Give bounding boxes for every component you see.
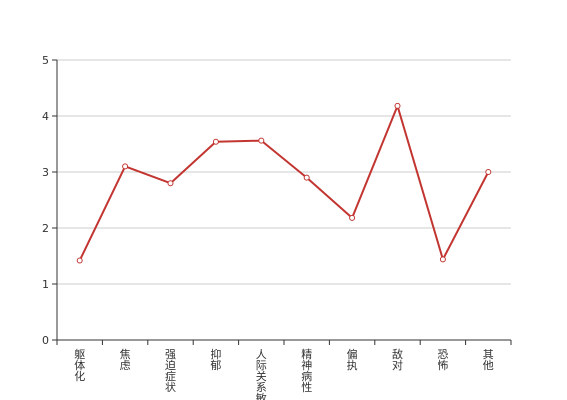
y-axis-tick-labels: 0 1 2 3 4 5 (42, 54, 49, 347)
data-point[interactable] (258, 137, 265, 144)
series-points (76, 102, 492, 264)
data-point[interactable] (76, 257, 83, 264)
y-tick-label: 5 (42, 54, 49, 67)
x-tick-label: 躯体化 (74, 348, 85, 383)
x-tick-label: 抑郁 (210, 347, 221, 372)
grid-lines (57, 59, 511, 285)
y-tick-label: 4 (42, 110, 49, 123)
data-point[interactable] (212, 138, 219, 145)
y-tick-label: 0 (42, 334, 49, 347)
y-tick-label: 1 (42, 278, 49, 291)
series-line (78, 104, 490, 261)
data-point[interactable] (167, 180, 174, 187)
data-point[interactable] (394, 102, 401, 109)
x-tick-label: 其他 (483, 348, 494, 372)
data-point[interactable] (485, 169, 492, 175)
y-tick-label: 2 (42, 222, 49, 235)
x-tick-label: 敌对 (392, 347, 403, 372)
x-tick-label: 偏执 (347, 347, 358, 372)
data-point[interactable] (349, 214, 356, 221)
x-tick-label: 恐怖 (437, 348, 448, 372)
data-point[interactable] (122, 163, 129, 170)
x-axis-tick-labels: 躯体化 焦虑 强迫症状 抑郁 人际关系敏感 精神病性 偏执 敌对 恐怖 其他 (74, 347, 494, 400)
data-point[interactable] (303, 174, 310, 181)
y-tick-label: 3 (42, 166, 49, 179)
axes (52, 59, 512, 345)
x-tick-label: 精神病性 (301, 348, 312, 394)
x-tick-label: 焦虑 (120, 348, 131, 372)
data-point[interactable] (439, 256, 446, 263)
x-tick-label: 强迫症状 (165, 348, 176, 394)
x-tick-label: 人际关系敏感 (256, 348, 267, 400)
series-line-group (78, 104, 490, 261)
